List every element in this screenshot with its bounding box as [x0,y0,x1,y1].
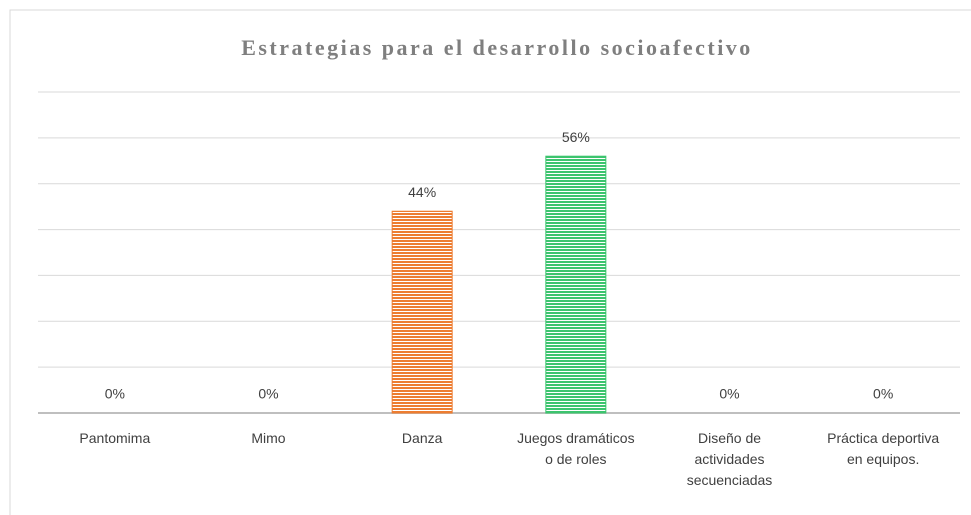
data-label: 0% [873,386,893,402]
data-label: 0% [258,386,278,402]
x-tick-label: Mimo [251,430,286,446]
chart-border [9,9,971,515]
bar [391,210,453,414]
x-tick-label: Práctica deportiva en equipos. [827,430,940,467]
x-tick-label: Juegos dramáticos o de roles [517,430,635,467]
data-label: 44% [408,184,436,200]
chart-title: Estrategias para el desarrollo socioafec… [241,35,753,60]
x-tick-label: Diseño de actividades secuenciadas [686,430,773,488]
x-tick-label: Pantomima [79,430,151,446]
data-label: 0% [719,386,739,402]
bar [545,155,607,414]
data-label: 0% [105,386,125,402]
x-tick-label: Danza [401,430,443,446]
data-label: 56% [562,129,590,145]
